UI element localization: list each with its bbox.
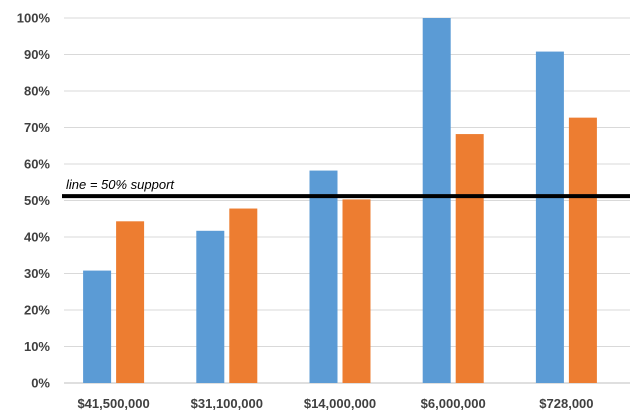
y-tick-label: 50% bbox=[24, 193, 50, 208]
bar-series-1 bbox=[83, 270, 112, 383]
bar-series-1 bbox=[535, 51, 564, 383]
y-tick-label: 0% bbox=[31, 376, 50, 391]
y-tick-label: 10% bbox=[24, 339, 50, 354]
y-tick-label: 100% bbox=[17, 11, 51, 26]
y-tick-label: 90% bbox=[24, 47, 50, 62]
reference-line-label: line = 50% support bbox=[66, 177, 175, 192]
y-tick-label: 40% bbox=[24, 230, 50, 245]
y-tick-label: 70% bbox=[24, 120, 50, 135]
y-axis: 0% 10% 20% 30% 40% 50% 60% 70% 80% 90% 100% bbox=[17, 11, 51, 391]
x-tick-label: $728,000 bbox=[539, 396, 593, 411]
y-tick-label: 30% bbox=[24, 266, 50, 281]
bar-series-1 bbox=[309, 170, 338, 383]
y-tick-label: 80% bbox=[24, 84, 50, 99]
y-tick-label: 60% bbox=[24, 157, 50, 172]
x-tick-label: $6,000,000 bbox=[421, 396, 486, 411]
bar-series-1 bbox=[422, 18, 451, 383]
x-tick-label: $41,500,000 bbox=[77, 396, 149, 411]
x-tick-label: $31,100,000 bbox=[191, 396, 263, 411]
bar-series-2 bbox=[568, 117, 597, 384]
x-axis: $41,500,000 $31,100,000 $14,000,000 $6,000,… bbox=[77, 396, 593, 411]
bar-series-2 bbox=[342, 199, 371, 383]
y-tick-label: 20% bbox=[24, 303, 50, 318]
reference-line-group: line = 50% support bbox=[62, 177, 630, 199]
bar-series-2 bbox=[455, 134, 484, 383]
x-tick-label: $14,000,000 bbox=[304, 396, 376, 411]
bars bbox=[83, 18, 597, 384]
bar-series-1 bbox=[196, 230, 225, 383]
bar-series-2 bbox=[116, 221, 145, 383]
bar-series-2 bbox=[229, 208, 258, 383]
